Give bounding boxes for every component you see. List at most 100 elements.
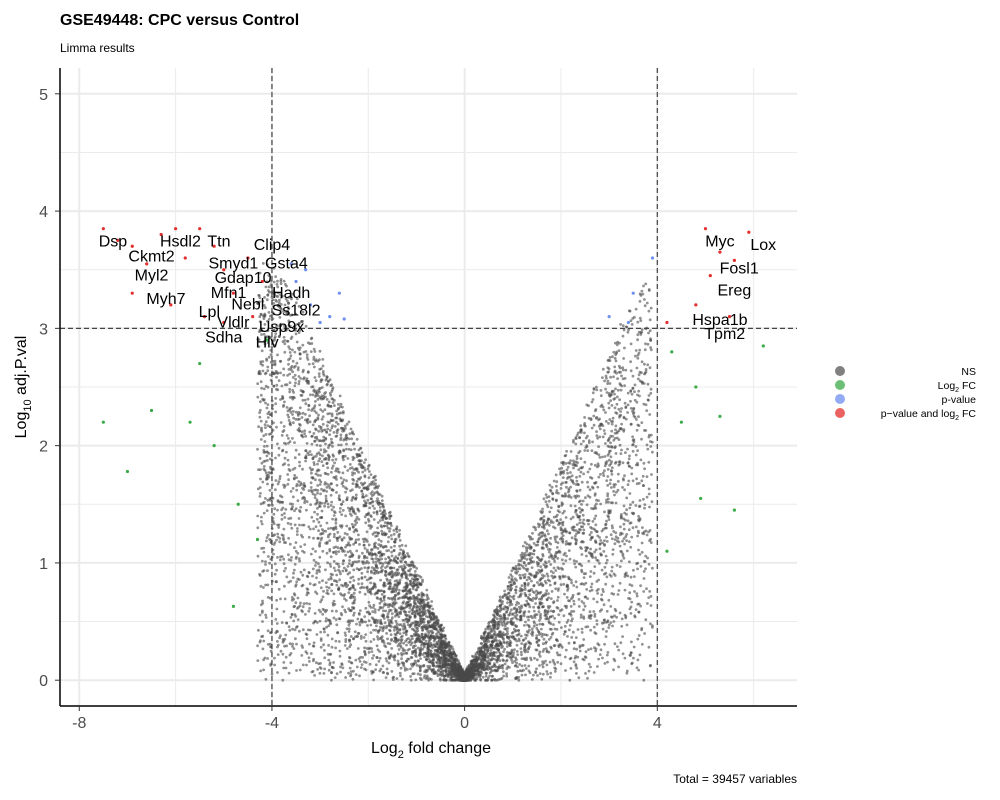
ns-point	[276, 532, 280, 536]
ns-point	[274, 275, 277, 278]
ns-point	[636, 393, 639, 397]
ns-point	[631, 435, 634, 439]
ns-point	[284, 283, 287, 286]
ns-point	[327, 484, 331, 488]
ns-point	[589, 665, 592, 669]
ns-point	[271, 520, 274, 524]
ns-point	[624, 615, 628, 618]
ns-point	[358, 621, 362, 624]
ns-point	[287, 463, 290, 467]
ns-point	[380, 494, 384, 498]
ns-point	[525, 569, 529, 573]
ns-point	[319, 408, 323, 411]
ns-point	[265, 263, 269, 266]
ns-point	[583, 423, 586, 427]
ns-point	[597, 453, 601, 457]
ns-point	[578, 528, 581, 531]
ns-point	[322, 589, 325, 593]
ns-point	[259, 312, 263, 316]
ns-point	[556, 595, 560, 599]
ns-point	[270, 345, 274, 349]
ns-point	[626, 403, 630, 407]
ns-point	[574, 529, 578, 532]
ns-point	[545, 633, 549, 637]
ns-point	[290, 292, 294, 296]
ns-point	[609, 449, 612, 453]
ns-point	[551, 497, 555, 500]
ns-point	[590, 582, 594, 586]
ns-point	[411, 637, 414, 641]
ns-point	[373, 592, 377, 596]
ns-point	[270, 672, 274, 676]
ns-point	[540, 531, 544, 534]
ns-point	[279, 371, 282, 375]
ns-point	[570, 619, 573, 623]
ns-point	[290, 313, 294, 317]
ns-point	[561, 476, 565, 479]
ns-point	[280, 517, 284, 521]
ns-point	[414, 596, 418, 599]
ns-point	[575, 434, 579, 437]
ns-point	[329, 652, 333, 656]
ns-point	[330, 671, 333, 675]
ns-point	[581, 521, 584, 524]
ns-point	[594, 409, 597, 413]
ns-point	[283, 456, 287, 460]
ns-point	[339, 443, 343, 447]
ns-point	[554, 515, 558, 519]
ns-point	[273, 562, 277, 566]
ns-point	[261, 620, 264, 623]
ns-point	[308, 430, 312, 434]
ns-point	[361, 495, 365, 498]
ns-point	[606, 651, 610, 654]
ns-point	[607, 500, 610, 504]
ns-point	[646, 382, 650, 386]
ns-point	[267, 471, 271, 474]
ns-point	[415, 609, 419, 613]
ns-point	[262, 511, 266, 515]
ns-point	[599, 552, 603, 556]
ns-point	[264, 677, 268, 681]
ns-point	[512, 651, 516, 655]
ns-point	[625, 539, 628, 542]
ns-point	[638, 348, 642, 352]
ns-point	[372, 654, 375, 657]
ns-point	[557, 644, 561, 647]
ns-point	[433, 637, 437, 641]
ns-point	[596, 665, 599, 668]
ns-point	[283, 303, 287, 307]
ns-point	[352, 568, 356, 572]
ns-point	[580, 553, 584, 556]
ns-point	[599, 424, 602, 427]
ns-point	[447, 666, 450, 669]
ns-point	[571, 515, 575, 519]
ns-point	[374, 557, 378, 560]
ns-point	[374, 560, 378, 564]
ns-point	[565, 540, 568, 543]
ns-point	[506, 601, 509, 604]
ns-point	[317, 608, 321, 612]
ns-point	[278, 477, 282, 481]
ns-point	[279, 597, 282, 601]
ns-point	[581, 499, 585, 503]
ns-point	[288, 628, 292, 632]
ns-point	[327, 400, 331, 404]
ns-point	[592, 610, 596, 613]
ns-point	[628, 492, 632, 495]
ns-point	[567, 495, 571, 499]
ns-point	[648, 413, 652, 416]
ns-point	[607, 452, 611, 455]
ns-point	[386, 612, 390, 616]
ns-point	[367, 619, 371, 623]
ns-point	[524, 636, 528, 640]
ns-point	[385, 659, 389, 663]
ns-point	[577, 676, 581, 680]
ns-point	[538, 622, 542, 626]
ns-point	[333, 461, 336, 465]
ns-point	[388, 527, 392, 530]
ns-point	[384, 657, 388, 660]
ns-point	[396, 659, 400, 663]
ns-point	[377, 559, 381, 563]
ns-point	[310, 515, 314, 519]
ns-point	[398, 671, 402, 675]
